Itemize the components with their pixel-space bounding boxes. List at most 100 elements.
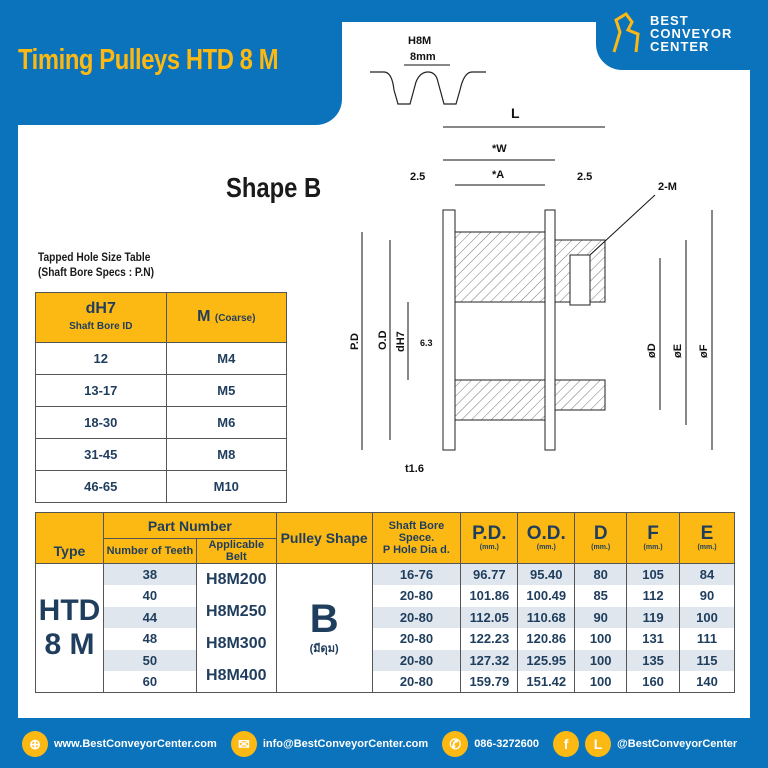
table-cell: 122.23 (460, 628, 519, 650)
table-cell: 112.05 (460, 606, 519, 628)
logo-block (596, 0, 768, 70)
spec-table: Part Number Pulley Shape Shaft Bore Spec… (35, 512, 735, 693)
table-cell: 50 (102, 649, 197, 671)
table-cell: 40 (102, 585, 197, 607)
table-cell: 120.86 (517, 628, 576, 650)
table-row: 40 20-80 101.86 100.49 85 112 90 (36, 585, 735, 607)
website-link[interactable]: www.BestConveyorCenter.com (54, 738, 217, 750)
table-cell: 13-17 (35, 374, 167, 407)
table-cell: H8M200 H8M250 H8M300 H8M400 (195, 563, 277, 693)
table-row: 50 20-80 127.32 125.95 100 135 115 (36, 649, 735, 671)
svg-text:L: L (511, 105, 520, 121)
col-dh7: dH7 Shaft Bore ID (35, 292, 167, 343)
table-cell: M4 (165, 342, 288, 375)
table-cell: 46-65 (35, 470, 167, 503)
table-row: 12 M4 (35, 342, 288, 375)
logo-icon (612, 12, 640, 53)
svg-text:H8M: H8M (408, 35, 431, 47)
phone-icon: ✆ (442, 731, 469, 757)
table-cell: 100 (574, 628, 628, 650)
belt-label: H8M250 (206, 603, 267, 620)
table-cell: 135 (626, 649, 681, 671)
table-cell: M10 (165, 470, 288, 503)
table-cell: 20-80 (371, 606, 462, 628)
table-row: 13-17 M5 (35, 374, 288, 407)
table-cell: 100 (679, 606, 735, 628)
table-cell: 100.49 (517, 585, 576, 607)
table-cell: 20-80 (371, 649, 462, 671)
logo-text: BEST CONVEYOR CENTER (650, 13, 733, 54)
table-cell: 80 (574, 563, 628, 585)
svg-text:6.3: 6.3 (420, 338, 433, 348)
social-handle[interactable]: @BestConveyorCenter (617, 738, 738, 750)
table-cell: 100 (574, 649, 628, 671)
table-cell: 151.42 (517, 671, 576, 693)
table-cell: 160 (626, 671, 681, 693)
svg-text:øD: øD (646, 343, 658, 358)
table-row: 60 20-80 159.79 151.42 100 160 140 (36, 671, 735, 693)
table-cell: 115 (679, 649, 735, 671)
svg-text:2.5: 2.5 (577, 171, 592, 183)
table-cell: M6 (165, 406, 288, 439)
table-cell: M8 (165, 438, 288, 471)
shape-title: Shape B (226, 172, 322, 203)
table-cell: M5 (165, 374, 288, 407)
svg-text:P.D: P.D (349, 333, 361, 350)
table-cell: 110.68 (517, 606, 576, 628)
table-row: 48 20-80 122.23 120.86 100 131 111 (36, 628, 735, 650)
table-cell: 38 (102, 563, 197, 585)
table-row: 46-65 M10 (35, 470, 288, 503)
belt-label: H8M400 (206, 667, 267, 684)
table-cell: 111 (679, 628, 735, 650)
email-link[interactable]: info@BestConveyorCenter.com (262, 738, 429, 750)
col-m: M (Coarse) (165, 292, 288, 343)
shape-label: B (309, 597, 339, 641)
pulley-diagram: H8M 8mm L *W *A 2.5 2.5 2-M P.D O.D dH7 … (349, 35, 713, 475)
table-cell: 31-45 (35, 438, 167, 471)
table-cell: HTD 8 M (35, 563, 104, 693)
table-cell: 18-30 (35, 406, 167, 439)
svg-text:dH7: dH7 (395, 331, 407, 352)
table-row: HTD 8 M 38 H8M200 H8M250 H8M300 H8M400 B (มีดุม)… (35, 563, 735, 693)
svg-text:*A: *A (492, 169, 504, 181)
table-cell: 48 (102, 628, 197, 650)
table-cell: 125.95 (517, 649, 576, 671)
type-label: HTD 8 M (38, 594, 101, 661)
table-cell: 44 (102, 606, 197, 628)
page-title: Timing Pulleys HTD 8 M (18, 44, 279, 76)
table-cell: 112 (626, 585, 681, 607)
table-row: 31-45 M8 (35, 438, 288, 471)
table-cell: 90 (574, 606, 628, 628)
table-cell: 140 (679, 671, 735, 693)
phone-number[interactable]: 086-3272600 (474, 738, 540, 750)
globe-icon: ⊕ (22, 731, 48, 757)
belt-label: H8M300 (206, 635, 267, 652)
table-cell: 131 (626, 628, 681, 650)
facebook-icon[interactable]: f (553, 731, 580, 757)
table-cell: 85 (574, 585, 628, 607)
svg-text:O.D: O.D (377, 330, 389, 350)
table-cell: 20-80 (371, 671, 462, 693)
table-cell: 127.32 (460, 649, 519, 671)
table-cell: 84 (679, 563, 735, 585)
svg-text:t1.6: t1.6 (405, 463, 424, 475)
footer: ⊕ www.BestConveyorCenter.com ✉ info@BestCo… (0, 720, 768, 768)
table-cell: 95.40 (517, 563, 576, 585)
table-row: 44 20-80 112.05 110.68 90 119 100 (36, 606, 735, 628)
table-cell: 101.86 (460, 585, 519, 607)
table-cell: 105 (626, 563, 681, 585)
table-row: 18-30 M6 (35, 406, 288, 439)
table-cell: 20-80 (371, 585, 462, 607)
table-cell: 12 (35, 342, 167, 375)
table-cell: 60 (102, 671, 197, 693)
svg-text:*W: *W (492, 143, 507, 155)
svg-text:øF: øF (698, 344, 710, 358)
table-cell: 16-76 (371, 563, 462, 585)
svg-text:2-M: 2-M (658, 181, 677, 193)
tapped-table-caption: Tapped Hole Size Table (Shaft Bore Specs … (38, 250, 155, 279)
table-cell: 159.79 (460, 671, 519, 693)
title-block (0, 0, 342, 125)
table-cell: 96.77 (460, 563, 519, 585)
table-cell: 100 (574, 671, 628, 693)
line-icon[interactable]: L (585, 731, 612, 757)
